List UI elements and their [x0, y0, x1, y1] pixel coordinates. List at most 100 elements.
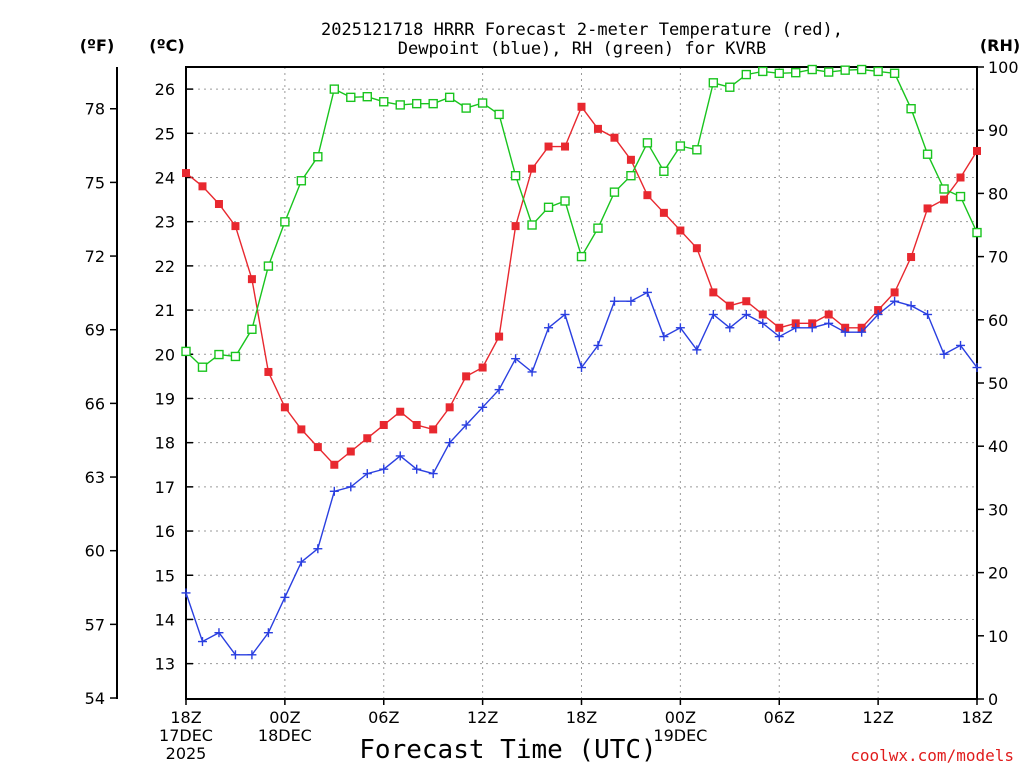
temperature-point	[495, 332, 504, 341]
rh-point	[922, 149, 933, 159]
dewpoint-point	[527, 367, 537, 377]
dewpoint-point	[494, 385, 504, 395]
dewpoint-point	[659, 332, 669, 342]
rh-point	[972, 227, 982, 238]
rh-point	[395, 100, 405, 110]
dewpoint-point	[890, 296, 900, 306]
dewpoint-point	[214, 628, 224, 638]
temperature-point	[182, 169, 190, 178]
x-tick-label: 00Z	[665, 708, 696, 727]
dewpoint-point	[758, 318, 768, 328]
rh-tick-label: 60	[988, 311, 1008, 330]
fahrenheit-tick-label: 78	[85, 100, 105, 119]
temperature-point	[544, 142, 553, 151]
temperature-point	[626, 155, 635, 164]
series-dewpoint	[181, 287, 982, 660]
dewpoint-point	[428, 469, 438, 479]
x-tick-label: 18Z	[566, 708, 597, 727]
rh-point	[444, 92, 455, 103]
rh-point	[428, 98, 438, 109]
rh-point	[412, 98, 422, 109]
dewpoint-point	[412, 464, 422, 474]
fahrenheit-tick-label: 54	[85, 689, 105, 708]
fahrenheit-tick-label: 69	[85, 321, 105, 340]
rh-point	[856, 64, 867, 75]
rh-tick-label: 90	[988, 121, 1008, 140]
temperature-point	[676, 226, 685, 235]
temperature-point	[346, 447, 355, 456]
dewpoint-point	[263, 628, 273, 638]
celsius-tick-label: 22	[155, 257, 175, 276]
celsius-tick-label: 20	[155, 345, 175, 364]
temperature-point	[478, 363, 487, 372]
x-axis-title: Forecast Time (UTC)	[359, 735, 656, 765]
rh-point	[560, 196, 570, 206]
source-credit: coolwx.com/models	[850, 746, 1014, 765]
dewpoint-line	[185, 291, 978, 656]
rh-point	[675, 141, 686, 151]
rh-point	[362, 92, 372, 102]
dewpoint-point	[692, 345, 702, 355]
dewpoint-point	[923, 309, 933, 319]
celsius-tick-label: 16	[155, 522, 175, 541]
dewpoint-point	[181, 588, 191, 598]
dewpoint-point	[379, 464, 389, 474]
chart-title-line-2: Dewpoint (blue), RH (green) for KVRB	[398, 39, 766, 59]
rh-point	[263, 261, 274, 271]
temperature-point	[890, 288, 899, 297]
celsius-tick-label: 25	[155, 124, 175, 143]
temperature-point	[824, 310, 833, 319]
temperature-point	[214, 200, 223, 209]
dewpoint-point	[461, 420, 471, 430]
temperature-point	[330, 460, 339, 469]
fahrenheit-tick-label: 75	[85, 173, 105, 192]
temperature-point	[725, 301, 734, 310]
rh-point	[741, 69, 751, 80]
rh-point	[659, 166, 669, 176]
rh-tick-label: 20	[988, 564, 1008, 583]
rh-point	[955, 191, 966, 202]
celsius-tick-label: 18	[155, 434, 175, 453]
chart-title-line-1: 2025121718 HRRR Forecast 2-meter Tempera…	[321, 20, 843, 40]
dewpoint-point	[329, 486, 339, 496]
dewpoint-point	[511, 354, 521, 364]
fahrenheit-tick-label: 72	[85, 247, 105, 266]
dewpoint-point	[791, 323, 801, 333]
rh-point	[609, 187, 620, 197]
rh-point	[346, 92, 356, 103]
rh-point	[906, 104, 916, 114]
temperature-point	[231, 222, 240, 231]
x-tick-label: 18Z	[961, 708, 992, 727]
fahrenheit-tick-label: 57	[85, 615, 105, 634]
rh-tick-label: 80	[988, 184, 1008, 203]
rh-point	[197, 362, 208, 372]
temperature-line	[185, 105, 978, 466]
x-tick-label: 19DEC	[653, 726, 707, 745]
rh-point	[593, 223, 603, 233]
temperature-point	[758, 310, 767, 319]
temperature-point	[973, 146, 981, 155]
dewpoint-point	[807, 323, 817, 333]
x-tick-label: 18DEC	[258, 726, 312, 745]
x-tick-label: 06Z	[368, 708, 399, 727]
temperature-point	[429, 425, 438, 434]
rh-point	[329, 84, 340, 94]
dewpoint-point	[313, 544, 323, 554]
temperature-point	[528, 164, 537, 173]
temperature-point	[775, 323, 784, 332]
rh-point	[725, 82, 735, 92]
dewpoint-point	[296, 557, 306, 567]
fahrenheit-tick-label: 60	[85, 542, 105, 561]
celsius-tick-label: 15	[155, 566, 175, 585]
rh-tick-label: 30	[988, 500, 1008, 519]
rh-point	[230, 351, 241, 362]
x-tick-label: 12Z	[467, 708, 498, 727]
dewpoint-point	[362, 469, 372, 479]
celsius-tick-label: 24	[155, 168, 175, 187]
dewpoint-point	[725, 323, 735, 333]
x-tick-label: 00Z	[269, 708, 300, 727]
x-tick-label: 17DEC	[159, 726, 213, 745]
temperature-point	[709, 288, 718, 297]
temperature-point	[363, 434, 372, 443]
